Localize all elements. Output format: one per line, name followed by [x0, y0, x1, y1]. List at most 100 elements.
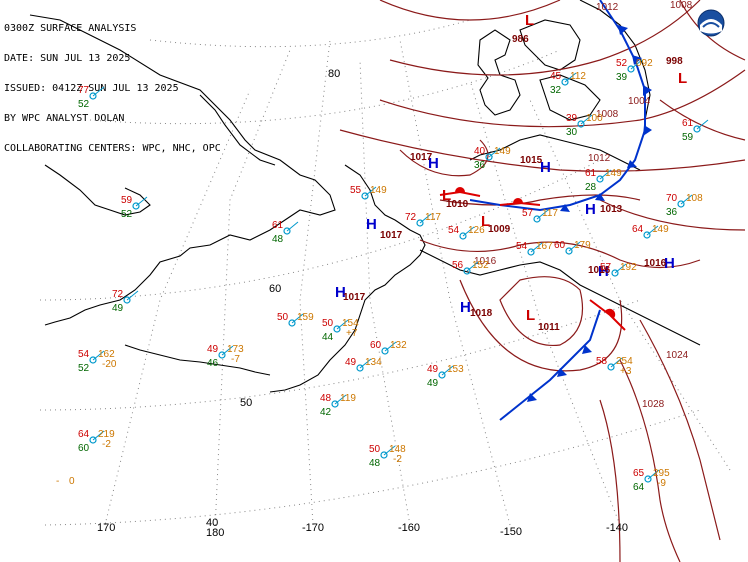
- wind-barb: [536, 209, 549, 220]
- lon-label-180: 180: [206, 527, 224, 539]
- high-system: H 1018: [460, 299, 493, 319]
- station-temperature: 50: [322, 318, 334, 329]
- station-temperature: 50: [277, 312, 289, 323]
- front-bump: [513, 198, 523, 203]
- station-circle: [218, 351, 226, 359]
- low-system: L 986: [512, 12, 534, 45]
- station-pressure: 219: [98, 429, 115, 440]
- canadian-arctic-islands: [477, 29, 521, 116]
- station-circle: [644, 475, 652, 483]
- isobar-label: 1016: [474, 256, 497, 267]
- station-tendency: -2: [102, 439, 111, 450]
- isobar-label: 1004: [628, 96, 651, 107]
- lon-m140-line: [469, 79, 621, 526]
- wind-barb: [359, 358, 372, 369]
- station-pressure: 173: [227, 344, 244, 355]
- low-pressure: 1011: [538, 322, 560, 333]
- station-dewpoint: 42: [320, 407, 332, 418]
- lat-label-50: 50: [240, 397, 252, 409]
- station-temperature: 48: [320, 393, 332, 404]
- station-pressure: 126: [468, 225, 485, 236]
- station-dewpoint: 64: [633, 482, 645, 493]
- high-system: H 1017: [366, 216, 403, 241]
- noaa-logo: [697, 9, 725, 37]
- station-tendency: -20: [102, 359, 117, 370]
- front-bump: [605, 308, 616, 318]
- station-temperature: 40: [474, 146, 486, 157]
- wind-barb: [441, 365, 454, 376]
- high-system: H 1017: [410, 152, 439, 172]
- station-circle: [416, 219, 424, 227]
- lon-label-m140: -140: [606, 522, 628, 534]
- isobar-11: [619, 359, 681, 562]
- warm-front-line-2: [499, 201, 541, 206]
- station-circle: [611, 269, 619, 277]
- station-temperature: 57: [522, 208, 534, 219]
- station-pressure: 134: [365, 357, 382, 368]
- station-circle: [565, 247, 573, 255]
- isobar-7: [419, 239, 701, 269]
- station-temperature: 49: [345, 357, 357, 368]
- wind-barb: [466, 261, 479, 272]
- high-letter: H: [428, 155, 439, 172]
- high-letter: H: [598, 263, 609, 280]
- station-dewpoint: 32: [550, 85, 562, 96]
- station-temperature: 49: [427, 364, 439, 375]
- station-tendency: -: [56, 476, 59, 487]
- station-pressure: 192: [620, 262, 637, 273]
- station-circle: [123, 296, 131, 304]
- station-pressure: 149: [652, 224, 669, 235]
- lat-label-40: 40: [206, 517, 218, 529]
- station-circle: [561, 78, 569, 86]
- low-system: L 1010: [442, 187, 469, 210]
- isobar-label: 1024: [666, 350, 689, 361]
- station-pressure: 167: [536, 241, 553, 252]
- station-circle: [459, 232, 467, 240]
- station-circle: [677, 200, 685, 208]
- wind-barb: [647, 469, 660, 480]
- isobar-12: [599, 399, 621, 562]
- station-circle: [607, 363, 615, 371]
- station-temperature: 60: [370, 340, 382, 351]
- station-temperature: 77: [78, 85, 90, 96]
- station-circle: [463, 267, 471, 275]
- wind-barb: [646, 225, 659, 236]
- lon-180-line: [214, 49, 291, 531]
- station-pressure: 117: [542, 208, 558, 219]
- wind-barb: [92, 350, 105, 361]
- low-letter: L: [525, 12, 534, 29]
- station-circle: [380, 451, 388, 459]
- station-temperature: 64: [78, 429, 90, 440]
- high-pressure: 1016: [644, 258, 667, 269]
- isobar-label: 1008: [596, 109, 619, 120]
- station-temperature: 54: [78, 349, 90, 360]
- lat-label-80: 80: [328, 68, 340, 80]
- station-temperature: 72: [405, 212, 417, 223]
- station-temperature: 60: [554, 240, 566, 251]
- isobar-1: [379, 0, 561, 21]
- front-barb: [560, 204, 570, 212]
- station-circle: [89, 436, 97, 444]
- wind-barb: [610, 357, 623, 368]
- station-pressure: 0: [69, 476, 75, 487]
- low-letter: L: [526, 307, 535, 324]
- warm-front-line-3: [589, 299, 626, 331]
- isobars: [339, 0, 746, 562]
- station-pressure: 149: [370, 185, 387, 196]
- cold-front-triangles: [527, 25, 652, 402]
- station-circle: [288, 319, 296, 327]
- lat-70-line: [89, 49, 561, 125]
- alaska-coast: [269, 164, 426, 393]
- station-circle: [643, 231, 651, 239]
- station-temperature: 54: [448, 225, 460, 236]
- front-barb: [632, 55, 642, 65]
- isobar-label: 1012: [588, 153, 611, 164]
- header-centers: COLLABORATING CENTERS: WPC, NHC, OPC: [4, 143, 221, 154]
- gulf-of-alaska-coast: [419, 249, 701, 346]
- station-temperature: 49: [207, 344, 219, 355]
- front-barb: [627, 160, 637, 168]
- header-issued: ISSUED: 0412Z SUN JUL 13 2025: [4, 83, 179, 94]
- isobar-8: [499, 276, 584, 347]
- siberia-coast: [29, 14, 336, 326]
- low-pressure: 1009: [488, 224, 511, 235]
